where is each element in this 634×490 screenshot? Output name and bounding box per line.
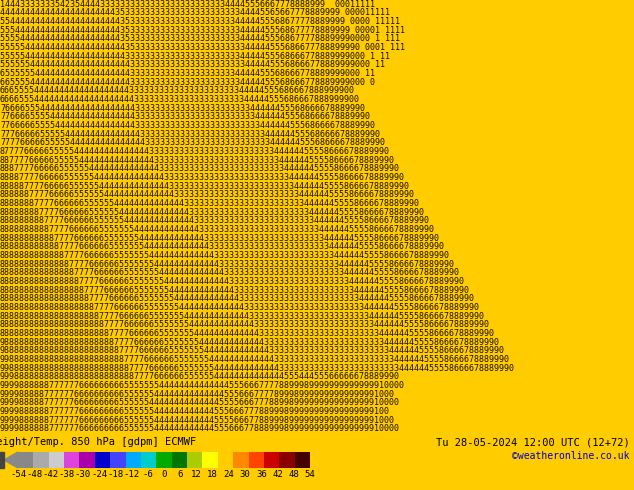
Text: 12: 12: [191, 470, 202, 479]
Text: 88888888888888777766666655555554444444444444333333333333333333333333444444555586: 8888888888888877776666665555555444444444…: [0, 260, 455, 269]
Text: 8877776666655555444444444444444333333333333333333333333344444455558666678889990: 8877776666655555444444444444444333333333…: [0, 156, 395, 165]
Text: 776666655554444444444444444333333333333333333333333344444455568666678889990: 7766666555544444444444444443333333333333…: [0, 121, 375, 130]
Text: 6655554444444444444444444433333333333333333333334444455568666778889999000 0: 6655554444444444444444444433333333333333…: [0, 78, 375, 87]
Text: -12: -12: [124, 470, 139, 479]
Text: 88888888888888888888777766666655555554444444444444333333333333333333333333444444: 8888888888888888888877776666665555555444…: [0, 312, 485, 320]
Text: -6: -6: [143, 470, 153, 479]
Text: -42: -42: [42, 470, 58, 479]
Text: 88888888887777666666555555544444444444443333333333333333333333334444445555866667: 8888888888777766666655555554444444444444…: [0, 225, 435, 234]
Text: 99888888888888888888888888777766666655555554444444444444333333333333333333333333: 9988888888888888888888888877776666665555…: [0, 364, 515, 372]
Bar: [18, 452, 34, 468]
Text: 88888877776666655555544444444444444333333333333333333333333344444455558666678889: 8888887777666665555554444444444444433333…: [0, 190, 415, 199]
Text: 88888777766666555555444444444444443333333333333333333333333444444555586666788899: 8888877776666655555544444444444444333333…: [0, 182, 410, 191]
Text: 42: 42: [272, 470, 283, 479]
Text: 88888888877776666665555554444444444444433333333333333333333333344444455558666678: 8888888887777666666555555444444444444443…: [0, 216, 430, 225]
Text: 99998888877777766666666655555544444444444444555566677788998999999999999999910000: 9999888887777776666666665555554444444444…: [0, 398, 400, 407]
Text: 6: 6: [178, 470, 183, 479]
Text: 98888888888888888888888777766666655555554444444444444333333333333333333333333444: 9888888888888888888888877776666665555555…: [0, 338, 500, 346]
Text: 655555544444444444444444443333333333333333333334444455568666778889999000 11: 6555555444444444444444444433333333333333…: [0, 69, 375, 78]
Text: -38: -38: [58, 470, 75, 479]
Text: 77776666655555444444444444444333333333333333333333333344444455568666678889990: 7777666665555544444444444444433333333333…: [0, 138, 385, 147]
Polygon shape: [4, 452, 18, 468]
Text: 0: 0: [161, 470, 167, 479]
Text: -24: -24: [91, 470, 107, 479]
Text: 88888888888887777666666555555544444444444443333333333333333333333334444445555866: 8888888888888777766666655555554444444444…: [0, 251, 450, 260]
Bar: [218, 452, 233, 468]
Text: Height/Temp. 850 hPa [gdpm] ECMWF: Height/Temp. 850 hPa [gdpm] ECMWF: [0, 437, 197, 447]
Text: 9999888887777776666666666555555444444444444445556667777899989999999999999991000: 9999888887777776666666666555555444444444…: [0, 390, 395, 398]
Text: 88888888888888888887777666666555555544444444444443333333333333333333333334444445: 8888888888888888888777766666655555554444…: [0, 303, 480, 312]
Text: 88888888888888877776666665555555444444444444433333333333333333333333344444455558: 8888888888888887777666666555555544444444…: [0, 269, 460, 277]
Text: 55555544444444444444444444333333333333333333333334444455568666778889999000 11: 5555554444444444444444444433333333333333…: [0, 60, 385, 70]
Bar: [157, 452, 172, 468]
Text: -18: -18: [107, 470, 124, 479]
Bar: [295, 452, 310, 468]
Bar: [95, 452, 110, 468]
Text: 999988888877777766666666655555544444444444455566677788999899999999999999999100: 9999888888777777666666666555555444444444…: [0, 407, 390, 416]
Text: 554444444444444444444444353333333333333333333334444455568677778889999 0000 11111: 5544444444444444444444443533333333333333…: [0, 17, 400, 26]
Bar: [279, 452, 295, 468]
Text: 48: 48: [288, 470, 299, 479]
Bar: [233, 452, 249, 468]
Text: 88887777666665555554444444444444433333333333333333333333334444445555866667888999: 8888777766666555555444444444444443333333…: [0, 173, 405, 182]
Bar: [110, 452, 126, 468]
Polygon shape: [0, 452, 4, 468]
Text: 24: 24: [224, 470, 235, 479]
Text: 88888887777666666555555444444444444443333333333333333333333334444445555866667888: 8888888777766666655555544444444444444333…: [0, 199, 420, 208]
Text: 88888888888888887777666666555555544444444444443333333333333333333333334444445555: 8888888888888888777766666655555554444444…: [0, 277, 465, 286]
Text: 7666655544444444444444444443333333333333333333333344444455568666678889990: 7666655544444444444444444443333333333333…: [0, 104, 365, 113]
Text: ©weatheronline.co.uk: ©weatheronline.co.uk: [512, 451, 630, 461]
Bar: [187, 452, 202, 468]
Bar: [49, 452, 64, 468]
Text: 88888888888888888777766666655555554444444444444333333333333333333333333444444555: 8888888888888888877776666665555555444444…: [0, 286, 470, 294]
Text: 88888888888888888877776666665555555444444444444433333333333333333333333344444455: 8888888888888888887777666666555555544444…: [0, 294, 475, 303]
Bar: [202, 452, 218, 468]
Text: 99888888888888888888888887777666666555555544444444444443333333333333333333333334: 9988888888888888888888888777766666655555…: [0, 355, 510, 364]
Text: 88888888888877776666665555555444444444444433333333333333333333333344444455558666: 8888888888887777666666555555544444444444…: [0, 243, 445, 251]
Text: 99988888888888888888888888877776666665555554444444444444455544455566666678889990: 9998888888888888888888888887777666666555…: [0, 372, 400, 381]
Bar: [172, 452, 187, 468]
Text: 555554444444444444444444435333333333333333333333344444555686677788899990 0001 11: 5555544444444444444444444353333333333333…: [0, 43, 405, 52]
Text: 66655554444444444444444444333333333333333333333344444555686667888999900: 6665555444444444444444444433333333333333…: [0, 86, 355, 96]
Text: -30: -30: [75, 470, 91, 479]
Bar: [79, 452, 95, 468]
Text: 99998888887777776666666665555555444444444444445556667777889998999999999999991000: 9999888888777777666666666555555544444444…: [0, 381, 405, 390]
Bar: [126, 452, 141, 468]
Text: -48: -48: [26, 470, 42, 479]
Text: 9999888888777777666666666555555444444444444555566677889998999999999999999991000: 9999888888777777666666666555555444444444…: [0, 416, 395, 424]
Text: 14443333333542354444333333333333333333333333344445556667778888999  00011111: 1444333333354235444433333333333333333333…: [0, 0, 375, 9]
Text: 5554444444444444444444443533333333333333333333334444455568677778889999 00001 111: 5554444444444444444444443533333333333333…: [0, 26, 405, 35]
Text: 88877776666655555544444444444444333333333333333333333333344444455558666678889990: 8887777666665555554444444444444433333333…: [0, 164, 400, 173]
Bar: [264, 452, 279, 468]
Text: 77666655554444444444444444433333333333333333333333344444455568666678889990: 7766665555444444444444444443333333333333…: [0, 112, 370, 122]
Text: 44444444444444444444444353333333333333333333333344445565667778889999 000011111: 4444444444444444444444435333333333333333…: [0, 8, 390, 18]
Text: 18: 18: [207, 470, 218, 479]
Text: 36: 36: [256, 470, 267, 479]
Text: 877776666655555444444444444444333333333333333333333333344444455558666678889990: 8777766666555554444444444444443333333333…: [0, 147, 390, 156]
Text: 88888888777766666655555544444444444444333333333333333333333333444444555586666788: 8888888877776666665555554444444444444433…: [0, 208, 425, 217]
Text: 666655544444444444444444444333333333333333333333344444555686667888999900: 6666555444444444444444444443333333333333…: [0, 95, 360, 104]
Bar: [34, 452, 49, 468]
Text: -54: -54: [10, 470, 26, 479]
Text: 55554444444444444444444435333333333333333333333344444555686777788899990000 1 111: 5555444444444444444444443533333333333333…: [0, 34, 400, 44]
Text: 88888888888777766666655555554444444444444333333333333333333333333444444555586666: 8888888888877776666665555555444444444444…: [0, 234, 440, 243]
Text: 5555544444444444444444444333333333333333333333334444455568666778889999000 1 11: 5555544444444444444444444333333333333333…: [0, 52, 390, 61]
Text: 88888888888888888888877776666665555555444444444444433333333333333333333333344444: 8888888888888888888887777666666555555544…: [0, 320, 490, 329]
Bar: [249, 452, 264, 468]
Text: 99998888887777776666666665555554444444444445556667788899989999999999999999910000: 9999888888777777666666666555555444444444…: [0, 424, 400, 433]
Bar: [141, 452, 157, 468]
Text: 7776666655555444444444444444333333333333333333333333344444455568666678889990: 7776666655555444444444444444333333333333…: [0, 130, 380, 139]
Text: 30: 30: [240, 470, 250, 479]
Text: 54: 54: [304, 470, 315, 479]
Bar: [64, 452, 79, 468]
Text: Tu 28-05-2024 12:00 UTC (12+72): Tu 28-05-2024 12:00 UTC (12+72): [436, 437, 630, 447]
Text: 88888888888888888888887777666666555555544444444444443333333333333333333333334444: 8888888888888888888888777766666655555554…: [0, 329, 495, 338]
Text: 98888888888888888888888877776666665555555444444444444433333333333333333333333344: 9888888888888888888888887777666666555555…: [0, 346, 505, 355]
